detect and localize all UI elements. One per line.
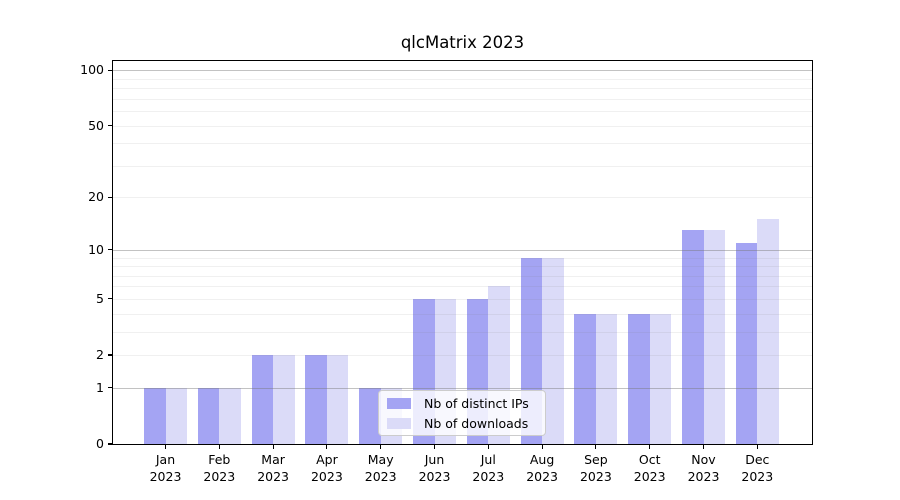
axis-spine-bottom: [111, 444, 814, 446]
gridline-minor-80: [113, 88, 812, 89]
x-tick-mark-aug: [541, 445, 543, 450]
gridline-minor-60: [113, 111, 812, 112]
y-tick-label-2: 2: [96, 347, 104, 362]
y-tick-label-1: 1: [96, 379, 104, 395]
bar-downloads-aug: [542, 257, 564, 444]
gridline-minor-50: [113, 125, 812, 127]
x-tick-mark-sep: [595, 445, 597, 450]
x-tick-mark-nov: [702, 445, 705, 450]
gridline-minor-40: [113, 143, 812, 145]
bar-downloads-feb: [219, 387, 241, 444]
x-tick-label-nov: Nov 2023: [687, 452, 720, 484]
axis-spine-left: [111, 61, 113, 446]
bar-ips-apr: [305, 355, 327, 444]
y-tick-mark-100: [107, 69, 112, 71]
gridline-minor-4: [113, 313, 812, 315]
gridline-minor-3: [113, 331, 812, 333]
x-tick-mark-mar: [272, 445, 274, 450]
legend-item-distinct-ips: Nb of distinct IPs: [387, 395, 537, 411]
x-tick-mark-jun: [433, 445, 436, 450]
x-tick-mark-may: [380, 445, 382, 450]
x-tick-mark-jul: [487, 445, 489, 450]
y-tick-label-100: 100: [80, 62, 104, 78]
gridline-minor-9: [113, 257, 812, 259]
y-tick-mark-1: [107, 387, 112, 389]
axis-spine-right: [812, 61, 814, 446]
y-tick-mark-2: [107, 354, 112, 356]
gridline-minor-90: [113, 78, 812, 80]
x-tick-mark-jan: [164, 445, 167, 450]
legend-label-downloads: Nb of downloads: [424, 415, 529, 431]
gridline-minor-6: [113, 286, 812, 288]
y-tick-mark-0: [107, 443, 112, 445]
bar-downloads-nov: [703, 230, 725, 444]
x-tick-label-jan: Jan 2023: [149, 452, 182, 484]
chart-title: qlcMatrix 2023: [400, 33, 525, 52]
gridline-minor-2: [113, 355, 812, 356]
y-tick-mark-10: [107, 249, 112, 251]
x-tick-label-feb: Feb 2023: [203, 452, 236, 484]
legend-label-distinct-ips: Nb of distinct IPs: [424, 395, 529, 411]
bar-ips-oct: [628, 313, 650, 444]
gridline-major-1: [113, 387, 812, 389]
y-tick-mark-50: [107, 124, 112, 127]
y-tick-label-5: 5: [96, 290, 104, 306]
bar-ips-feb: [197, 387, 220, 444]
x-tick-label-oct: Oct 2023: [633, 452, 666, 484]
bar-downloads-mar: [273, 355, 295, 444]
x-tick-label-mar: Mar 2023: [257, 452, 289, 484]
bar-ips-dec: [735, 242, 758, 444]
y-tick-label-50: 50: [88, 117, 104, 133]
bar-downloads-sep: [595, 313, 618, 444]
gridline-minor-30: [113, 165, 812, 167]
gridline-major-100: [113, 70, 812, 72]
gridline-minor-5: [113, 298, 812, 300]
y-tick-mark-20: [107, 196, 112, 198]
bar-ips-mar: [251, 355, 274, 444]
x-tick-label-jun: Jun 2023: [418, 452, 451, 484]
plot-area: [113, 61, 812, 444]
gridline-major-10: [113, 249, 812, 251]
gridline-minor-8: [113, 266, 812, 267]
gridline-minor-20: [113, 197, 812, 199]
bar-downloads-apr: [326, 355, 349, 444]
legend-item-downloads: Nb of downloads: [387, 415, 537, 431]
gridline-minor-70: [113, 98, 812, 100]
y-tick-mark-5: [107, 298, 112, 300]
bar-ips-sep: [574, 313, 596, 444]
y-tick-label-0: 0: [96, 436, 104, 451]
bar-downloads-dec: [757, 219, 779, 444]
x-tick-label-aug: Aug 2023: [526, 452, 558, 484]
x-tick-label-jul: Jul 2023: [472, 452, 505, 484]
bar-ips-nov: [682, 230, 704, 444]
x-tick-label-dec: Dec 2023: [741, 452, 774, 484]
bar-ips-jan: [144, 387, 166, 444]
bar-downloads-oct: [649, 313, 672, 444]
legend-swatch-distinct-ips: [387, 397, 411, 409]
y-tick-label-20: 20: [88, 189, 104, 205]
x-tick-mark-oct: [649, 445, 651, 450]
axis-spine-top: [111, 59, 814, 61]
x-tick-mark-apr: [326, 445, 328, 450]
y-tick-label-10: 10: [88, 241, 104, 257]
legend-swatch-downloads: [387, 417, 411, 429]
x-tick-label-sep: Sep 2023: [579, 452, 612, 484]
x-tick-mark-feb: [218, 445, 220, 450]
legend: Nb of distinct IPs Nb of downloads: [378, 390, 546, 436]
x-tick-label-may: May 2023: [364, 452, 397, 484]
x-tick-mark-dec: [756, 445, 758, 450]
x-tick-label-apr: Apr 2023: [310, 452, 343, 484]
gridline-minor-7: [113, 275, 812, 277]
bar-ips-may: [359, 387, 381, 444]
bar-downloads-jan: [165, 387, 187, 444]
